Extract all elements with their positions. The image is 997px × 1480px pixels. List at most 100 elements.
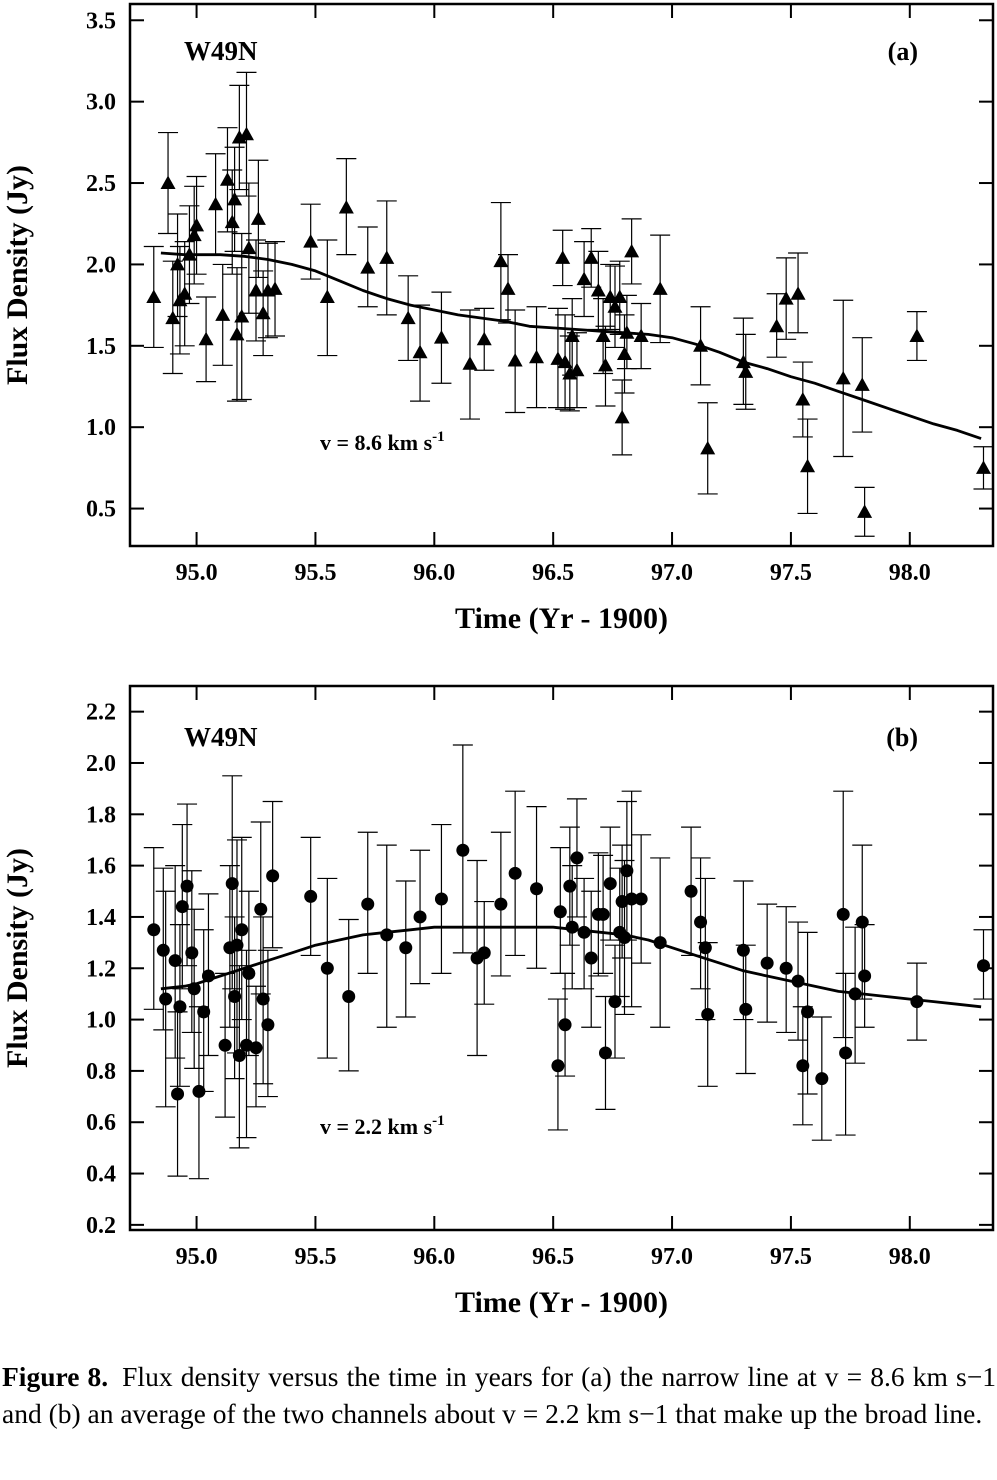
figure-8: 95.0 95.5 96.0 96.5 97.0 97.5 98.0 0.5 1.0 1.5 2.0…: [1, 2, 995, 1319]
x-tick-label: 95.5: [294, 560, 336, 586]
data-point: [633, 328, 649, 343]
data-point: [909, 328, 925, 343]
y-axis-label: Flux Density (Jy): [1, 165, 34, 385]
data-point: [248, 282, 264, 297]
data-point: [462, 356, 478, 370]
data-point: [839, 1046, 853, 1060]
data-point: [181, 247, 197, 261]
data-point: [147, 923, 161, 937]
data-point: [477, 946, 491, 960]
y-tick-label: 0.8: [86, 1059, 116, 1085]
data-point: [779, 961, 793, 975]
y-tick-label: 2.5: [86, 171, 116, 197]
data-point: [736, 943, 750, 957]
data-point: [975, 460, 991, 474]
data-point: [612, 289, 628, 303]
data-point: [577, 925, 591, 939]
data-point: [187, 982, 201, 996]
data-point: [738, 364, 754, 378]
y-tick-label: 2.0: [86, 252, 116, 278]
data-point: [698, 941, 712, 955]
data-point: [590, 282, 606, 297]
data-point: [177, 286, 193, 300]
x-tick-label: 97.0: [651, 560, 693, 586]
y-tick-label: 2.0: [86, 751, 116, 777]
data-point: [227, 191, 243, 206]
panel-title: W49N: [184, 36, 258, 66]
x-tick-label: 96.0: [413, 560, 455, 586]
y-axis-label: Flux Density (Jy): [1, 848, 34, 1068]
data-point: [241, 240, 257, 255]
data-point: [619, 325, 635, 339]
annotation-superscript: -1: [432, 429, 445, 445]
x-tick-label: 97.5: [770, 1244, 812, 1270]
data-point: [796, 1059, 810, 1073]
y-tick-label: 1.0: [86, 415, 116, 441]
data-point: [694, 915, 708, 929]
data-point: [760, 956, 774, 970]
data-point: [558, 1018, 572, 1032]
y-tick-label: 3.0: [86, 90, 116, 116]
data-point: [456, 843, 470, 857]
data-point: [165, 310, 181, 325]
data-point: [701, 1007, 715, 1021]
annotation-text: v = 8.6 km s: [320, 430, 433, 455]
fit-curve: [160, 925, 982, 1009]
panel-a-chart: 95.0 95.5 96.0 96.5 97.0 97.5 98.0 0.5 1.0 1.5 2.0…: [1, 2, 995, 635]
data-point: [597, 357, 613, 372]
data-point: [653, 936, 667, 950]
data-point: [614, 409, 630, 424]
data-point: [700, 440, 716, 455]
data-point: [493, 253, 509, 268]
data-point: [602, 289, 618, 303]
data-point: [361, 897, 375, 911]
data-point: [507, 352, 523, 367]
x-tick-label: 96.0: [413, 1244, 455, 1270]
data-point: [684, 884, 698, 898]
data-point: [618, 930, 632, 944]
data-point: [185, 946, 199, 960]
y-tick-label: 2.2: [86, 700, 116, 726]
y-tick-label: 0.6: [86, 1110, 116, 1136]
y-tick-label: 0.4: [86, 1162, 116, 1188]
data-point: [173, 1000, 187, 1014]
data-point: [413, 910, 427, 924]
data-point: [197, 1005, 211, 1019]
data-point: [250, 211, 266, 225]
data-point: [159, 992, 173, 1006]
data-point: [186, 227, 202, 242]
data-point: [583, 250, 599, 264]
data-point: [433, 330, 449, 344]
data-point: [603, 877, 617, 891]
data-point: [620, 864, 634, 878]
data-point: [769, 318, 785, 333]
data-point: [208, 196, 224, 211]
x-tick-label: 95.5: [294, 1244, 336, 1270]
data-point: [379, 250, 395, 264]
data-point: [598, 1046, 612, 1060]
data-point: [739, 1002, 753, 1016]
data-point: [303, 234, 319, 248]
data-point: [576, 271, 592, 286]
data-point: [624, 243, 640, 258]
data-point: [235, 923, 249, 937]
y-tick-label: 1.0: [86, 1008, 116, 1034]
annotation-text: v = 2.2 km s: [320, 1114, 433, 1139]
data-point: [625, 892, 639, 906]
data-point: [234, 309, 250, 323]
y-tick-label: 0.2: [86, 1213, 116, 1239]
data-point: [855, 915, 869, 929]
data-point: [255, 305, 271, 320]
data-point: [857, 504, 873, 518]
data-point: [570, 851, 584, 865]
data-point: [380, 928, 394, 942]
x-tick-label: 98.0: [889, 560, 931, 586]
panel-label: (a): [888, 37, 918, 66]
data-point: [256, 992, 270, 1006]
y-tick-label: 1.5: [86, 334, 116, 360]
data-point: [219, 172, 235, 186]
data-point: [360, 260, 376, 274]
data-point: [160, 175, 176, 190]
panel-label: (b): [886, 723, 918, 752]
x-tick-label: 96.5: [532, 1244, 574, 1270]
